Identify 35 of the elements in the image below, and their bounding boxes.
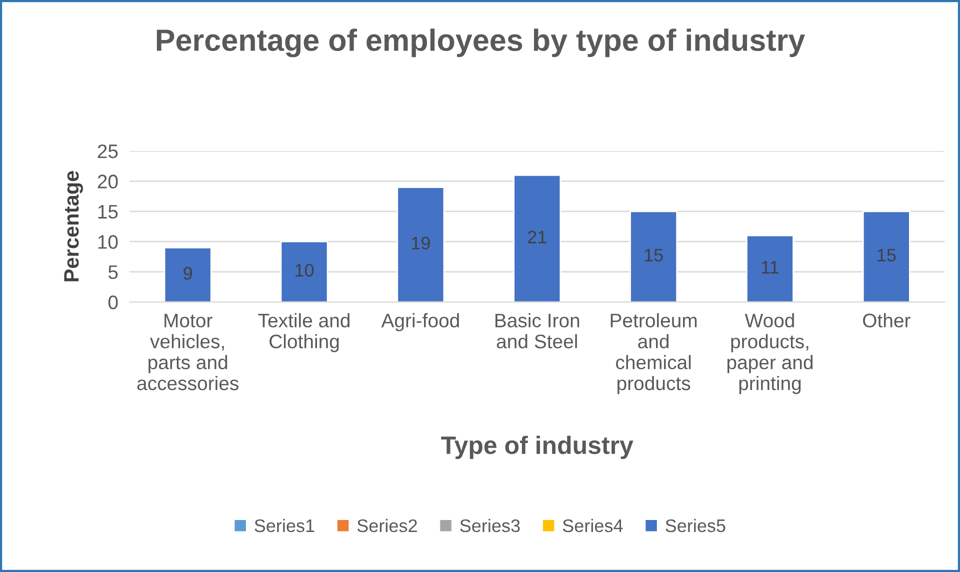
data-label: 19 [412,236,430,250]
y-tick-label: 0 [108,295,118,310]
legend-label: Series4 [562,518,623,532]
legend-label: Series3 [460,518,520,532]
x-tick-label: Motor vehicles, parts and accessories [137,314,238,390]
y-tick-label: 15 [98,205,118,219]
y-tick-label: 25 [98,144,118,158]
x-tick-label: Basic Iron and Steel [495,313,580,348]
x-tick-label: Agri-food [381,313,459,332]
x-tick-label: Petroleum and chemical products [610,313,697,394]
bar [164,246,212,302]
bar [280,240,328,302]
x-axis-title: Type of industry [441,436,634,460]
data-label: 11 [762,261,778,274]
data-label: 15 [878,248,896,262]
legend-label: Series5 [666,518,726,532]
x-tick-label: Textile and Clothing [258,313,350,352]
data-label: 21 [528,230,546,244]
y-tick-label: 20 [98,174,118,188]
x-tick-label: Wood products, paper and printing [727,313,813,394]
data-label: 9 [184,266,192,280]
bar [513,174,562,302]
y-tick-label: 5 [108,265,118,280]
data-label: 15 [644,248,663,262]
x-tick-label: Other [863,313,910,328]
y-tick-label: 10 [98,235,118,249]
chart-title: Percentage of employees by type of industry [156,28,806,58]
data-label: 10 [296,264,314,277]
y-axis-title: Percentage [64,171,83,282]
bar [862,210,910,302]
bar [630,210,678,302]
legend-label: Series2 [357,518,417,532]
legend-label: Series1 [254,518,314,532]
bar [746,234,794,302]
bar [396,186,445,302]
